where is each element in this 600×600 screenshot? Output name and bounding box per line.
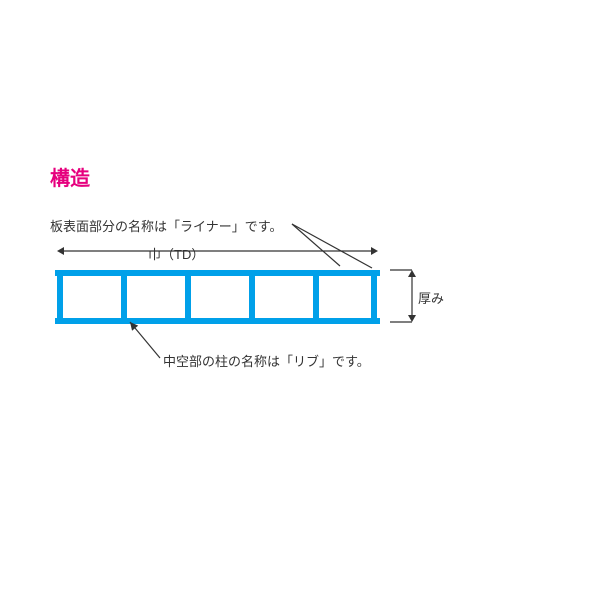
- structure-diagram: [0, 0, 600, 600]
